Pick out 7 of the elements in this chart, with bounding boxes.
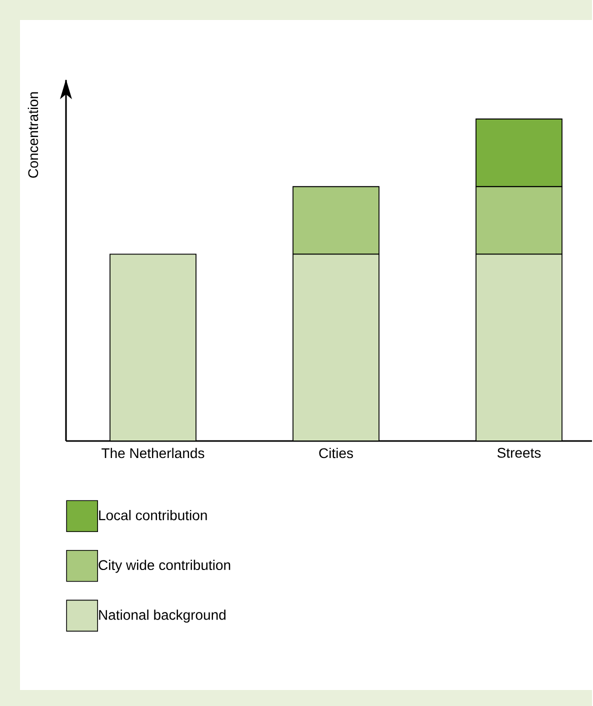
legend-label: Local contribution <box>99 510 207 520</box>
legend-label: City wide contribution <box>98 560 230 573</box>
y-axis-title: Concentration <box>28 92 38 178</box>
x-tick-label: Streets <box>498 448 541 458</box>
x-tick-label: Cities <box>319 448 354 458</box>
legend-label: National background <box>99 610 226 623</box>
x-tick-label: The Netherlands <box>102 448 204 458</box>
